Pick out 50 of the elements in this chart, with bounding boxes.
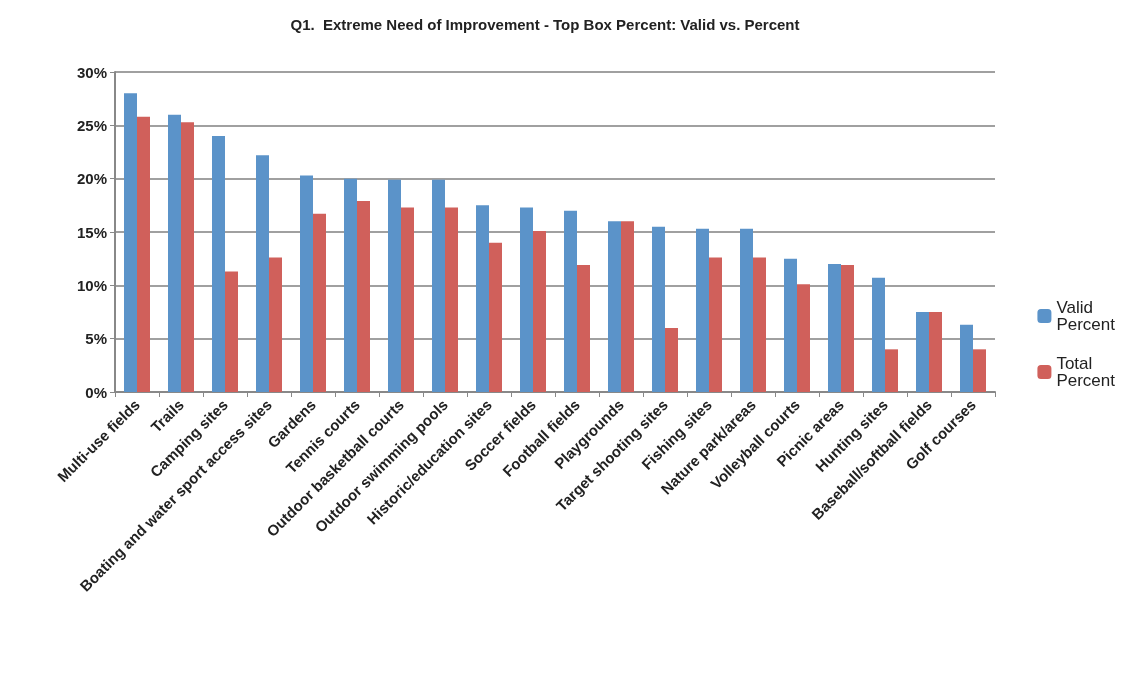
- bar: [212, 136, 225, 392]
- bar: [313, 213, 326, 392]
- legend-label: Total Percent: [1056, 354, 1116, 390]
- y-tick-label: 5%: [85, 330, 107, 348]
- bar: [181, 122, 194, 392]
- bar: [960, 324, 973, 392]
- bar: [388, 179, 401, 392]
- bar: [256, 155, 269, 392]
- bar: [828, 264, 841, 392]
- bar: [225, 271, 238, 392]
- bar: [916, 312, 929, 392]
- y-tick-label: 0%: [85, 383, 107, 401]
- bar: [564, 210, 577, 392]
- bar: [137, 116, 150, 392]
- bar: [357, 201, 370, 392]
- bar: [753, 257, 766, 392]
- bar: [740, 228, 753, 392]
- bar: [577, 265, 590, 392]
- bar: [300, 175, 313, 392]
- bar: [841, 265, 854, 392]
- bar: [533, 230, 546, 392]
- bar: [489, 242, 502, 392]
- bar: [124, 93, 137, 392]
- y-tick-label: 10%: [76, 276, 107, 294]
- bar: [885, 349, 898, 392]
- y-tick-label: 15%: [76, 223, 107, 241]
- bar: [872, 277, 885, 392]
- y-tick-label: 20%: [76, 170, 107, 188]
- bar: [652, 226, 665, 392]
- bar: [696, 228, 709, 392]
- bar: [168, 114, 181, 392]
- bar: [269, 257, 282, 392]
- bar: [401, 207, 414, 392]
- y-tick-label: 30%: [76, 63, 107, 81]
- chart-title: Q1. Extreme Need of Improvement - Top Box Percent: Valid vs. Percent: [290, 16, 800, 33]
- bar: [445, 207, 458, 392]
- bar: [929, 312, 942, 392]
- legend-label: Valid Percent: [1056, 298, 1116, 334]
- y-tick-label: 25%: [76, 116, 107, 134]
- bar: [665, 328, 678, 392]
- bar: [476, 205, 489, 392]
- bar: [621, 221, 634, 392]
- bar: [432, 179, 445, 392]
- bar: [784, 258, 797, 392]
- bar: [344, 178, 357, 392]
- bar: [520, 207, 533, 392]
- bar: [709, 257, 722, 392]
- bar: [608, 221, 621, 392]
- bar: [797, 284, 810, 392]
- bar: [973, 349, 986, 392]
